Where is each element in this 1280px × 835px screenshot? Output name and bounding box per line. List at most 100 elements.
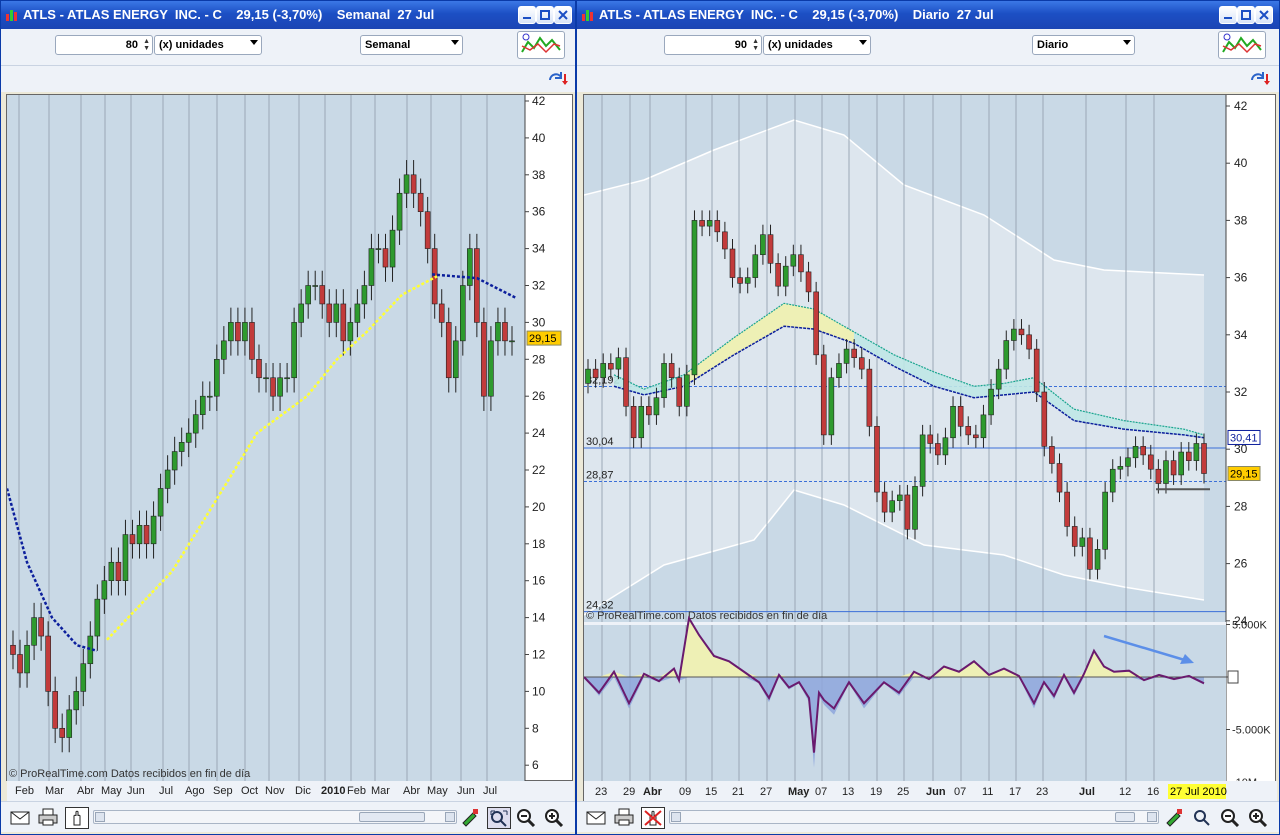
autoscale-icon[interactable] [1191, 807, 1213, 827]
weekly-candle-body [326, 303, 333, 323]
daily-candle-body [919, 434, 926, 487]
weekly-candle-body [389, 229, 396, 268]
chart-app-icon [6, 10, 17, 21]
weekly-candle-body [509, 340, 515, 343]
weekly-title-bar[interactable]: ATLS - ATLAS ENERGY INC. - C 29,15 (-3,7… [1, 1, 575, 29]
weekly-candle-body [495, 322, 501, 342]
x-axis-label: May [427, 785, 448, 797]
daily-candle-body [722, 231, 728, 250]
weekly-candle-body [24, 644, 30, 674]
sync-icon[interactable] [547, 70, 569, 88]
daily-candle-body [1155, 468, 1162, 484]
minimize-button[interactable] [518, 6, 536, 24]
x-axis-label: Abr [403, 785, 420, 797]
x-axis-label: 16 [1147, 786, 1159, 798]
y-tick-label: 32 [532, 279, 546, 293]
weekly-candle-body [375, 248, 382, 250]
weekly-bottom-bar [1, 801, 575, 832]
printer-icon[interactable] [613, 807, 635, 827]
weekly-price-chart[interactable]: 42 40 38 36 34 32 30 28 26 24 22 20 18 16 14 12 10 8 6 29,1… [6, 94, 574, 801]
daily-candle-body [767, 234, 774, 264]
zoom-in-icon[interactable] [1247, 807, 1269, 827]
x-axis-label: 23 [595, 786, 607, 798]
units-spinner[interactable]: 80 ▲ ▼ [55, 35, 153, 55]
daily-candle-body [805, 271, 812, 293]
close-icon [1259, 10, 1269, 20]
hand-disabled-icon[interactable] [641, 807, 665, 829]
close-button[interactable] [554, 6, 572, 24]
x-axis-label: 21 [732, 786, 744, 798]
envelope-icon[interactable] [585, 807, 607, 827]
x-axis-label: 07 [954, 786, 966, 798]
brush-icon[interactable] [1163, 807, 1185, 827]
x-axis-label: 12 [1119, 786, 1131, 798]
x-axis-label: Mar [45, 785, 64, 797]
sync-icon[interactable] [1249, 70, 1271, 88]
zoom-out-icon[interactable] [515, 807, 537, 827]
weekly-candle-body [291, 322, 297, 379]
zoom-in-icon[interactable] [543, 807, 565, 827]
x-axis-label: Nov [265, 785, 285, 797]
spinner-arrows-icon[interactable]: ▲ ▼ [752, 38, 759, 52]
daily-candle-body [988, 388, 994, 416]
weekly-candle-body [129, 534, 136, 545]
weekly-candle-body [221, 340, 227, 360]
x-axis-label: Jun [926, 786, 946, 798]
weekly-candle-body [270, 377, 276, 397]
weekly-candle-body [73, 691, 80, 711]
scroll-left-arrow[interactable] [671, 812, 681, 822]
x-axis-label: 17 [1009, 786, 1021, 798]
units-value: 90 [734, 39, 747, 51]
weekly-candle-body [277, 377, 283, 397]
maximize-button[interactable] [1237, 6, 1255, 24]
weekly-strip [1, 66, 575, 92]
maximize-button[interactable] [536, 6, 554, 24]
daily-price-chart[interactable]: 32,19230,0428,8724,324240383634323028262… [583, 94, 1277, 802]
autoscale-icon[interactable] [487, 807, 511, 829]
scroll-thumb[interactable] [1115, 812, 1135, 822]
printer-icon[interactable] [37, 807, 59, 827]
close-button[interactable] [1255, 6, 1273, 24]
data-source-footer: © ProRealTime.com Datos recibidos en fin… [586, 610, 828, 622]
scroll-right-arrow[interactable] [445, 812, 455, 822]
hand-icon[interactable] [65, 807, 89, 829]
spinner-arrows-icon[interactable]: ▲ ▼ [143, 38, 150, 52]
weekly-chart-window[interactable]: ATLS - ATLAS ENERGY INC. - C 29,15 (-3,7… [0, 0, 576, 835]
minimize-button[interactable] [1219, 6, 1237, 24]
weekly-candle-body [256, 358, 262, 379]
brush-icon[interactable] [459, 807, 481, 827]
daily-candle-body [897, 494, 903, 501]
daily-candle-body [630, 405, 637, 439]
y-tick-label: 22 [532, 463, 546, 477]
chart-tools-button[interactable] [517, 31, 565, 59]
weekly-candle-body [502, 322, 508, 342]
y-tick-label: 14 [532, 611, 546, 625]
period-select[interactable]: Diario [1032, 35, 1135, 55]
weekly-candle-body [368, 248, 375, 286]
price-tag-bg [1227, 466, 1261, 482]
scroll-right-arrow[interactable] [1147, 812, 1157, 822]
weekly-horizontal-scrollbar[interactable] [93, 810, 457, 824]
units-spinner[interactable]: 90 ▲ ▼ [664, 35, 762, 55]
scroll-thumb[interactable] [359, 812, 425, 822]
daily-horizontal-scrollbar[interactable] [669, 810, 1159, 824]
daily-candle-body [851, 348, 857, 358]
units-type-label: (x) unidades [768, 39, 833, 51]
daily-candle-body [874, 426, 880, 493]
daily-chart-window[interactable]: ATLS - ATLAS ENERGY INC. - C 29,15 (-3,7… [576, 0, 1280, 835]
daily-candle-body [699, 220, 705, 227]
scroll-left-arrow[interactable] [95, 812, 105, 822]
daily-title-bar[interactable]: ATLS - ATLAS ENERGY INC. - C 29,15 (-3,7… [577, 1, 1279, 29]
units-type-select[interactable]: (x) unidades [154, 35, 262, 55]
daily-candle-body [623, 357, 629, 407]
envelope-icon[interactable] [9, 807, 31, 827]
price-tag-label: 29,15 [529, 333, 557, 345]
chart-tools-button[interactable] [1218, 31, 1266, 59]
units-type-select[interactable]: (x) unidades [763, 35, 871, 55]
zoom-out-icon[interactable] [1219, 807, 1241, 827]
weekly-candle-body [59, 727, 65, 738]
current-date-highlight [1168, 784, 1226, 799]
daily-candle-body [1033, 348, 1040, 393]
period-select[interactable]: Semanal [360, 35, 463, 55]
y-tick-label: 34 [532, 242, 546, 256]
